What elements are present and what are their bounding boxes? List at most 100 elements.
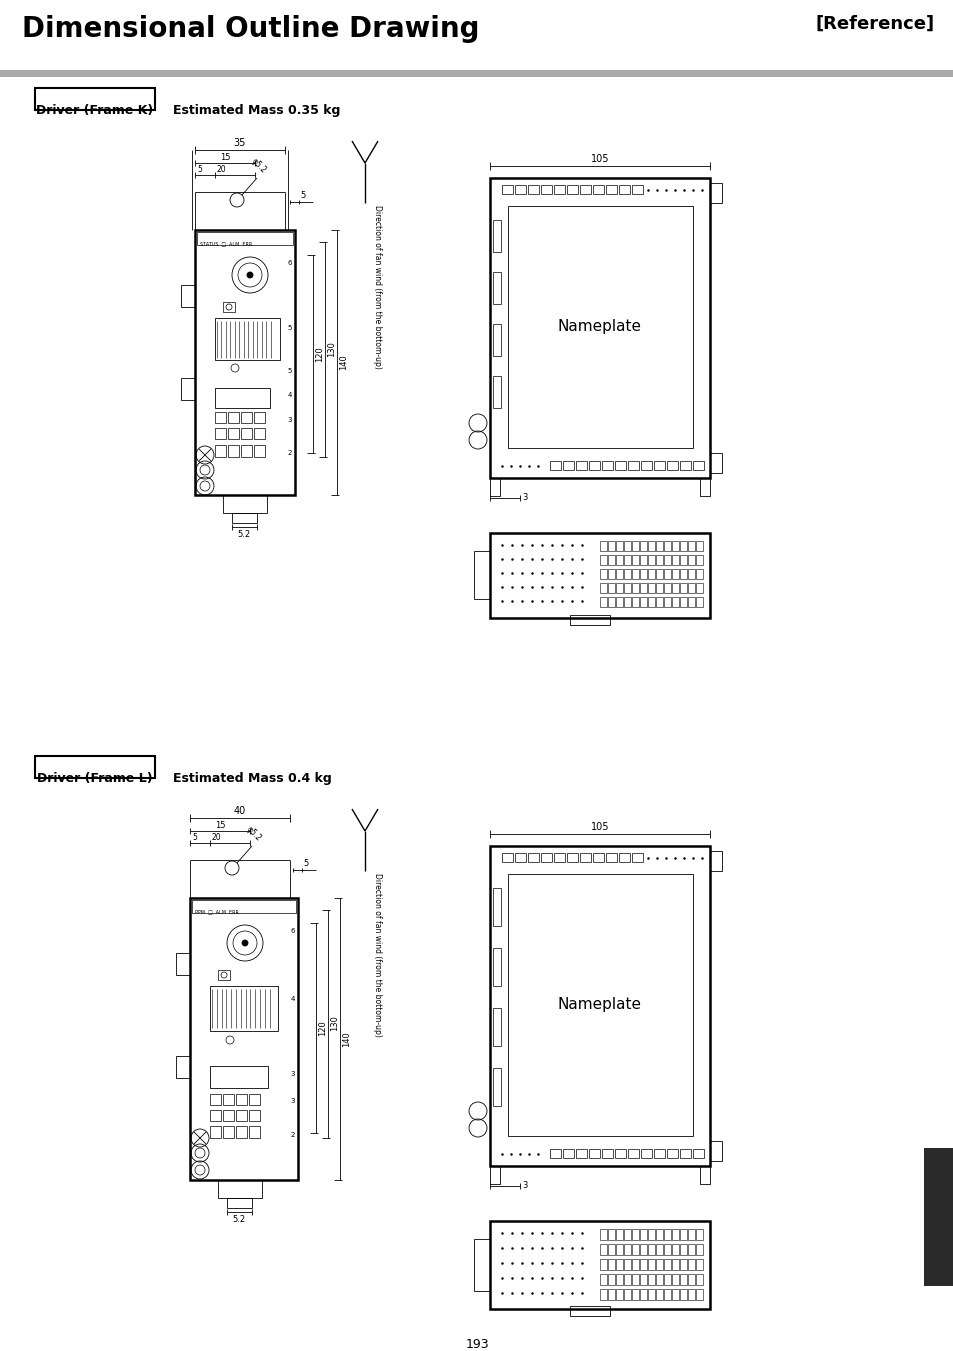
Bar [700, 478, 709, 496]
Bar [210, 1111, 221, 1121]
Bar [639, 555, 646, 565]
Bar [656, 540, 662, 551]
Text: Estimated Mass 0.35 kg: Estimated Mass 0.35 kg [172, 104, 340, 118]
Bar [241, 428, 252, 439]
Text: 3: 3 [521, 493, 527, 503]
Bar [214, 317, 280, 359]
Bar [579, 852, 590, 862]
Text: 20: 20 [216, 165, 227, 174]
Bar [214, 444, 226, 457]
Text: Direction of fan wind (from the bottom-up): Direction of fan wind (from the bottom-u… [373, 205, 381, 369]
Bar [599, 1289, 606, 1300]
Bar [656, 569, 662, 580]
Bar [663, 1274, 670, 1285]
Bar [627, 1148, 639, 1158]
Bar [253, 444, 265, 457]
Bar [474, 1239, 490, 1292]
Bar [623, 1259, 630, 1270]
Bar [607, 540, 615, 551]
Bar [631, 1259, 639, 1270]
Bar [588, 1148, 599, 1158]
Text: Driver (Frame L): Driver (Frame L) [37, 771, 152, 785]
Bar [515, 852, 525, 862]
Text: 5: 5 [287, 367, 292, 374]
Bar [623, 584, 630, 593]
Text: 5.2: 5.2 [233, 1215, 245, 1224]
Bar [227, 1198, 252, 1208]
Bar [663, 1244, 670, 1255]
Bar [490, 1166, 499, 1183]
Bar [507, 205, 692, 449]
Bar [623, 1289, 630, 1300]
Bar [696, 1289, 702, 1300]
Bar [615, 1148, 625, 1158]
Bar [623, 569, 630, 580]
Bar [569, 615, 609, 626]
Bar [515, 185, 525, 195]
Text: 193: 193 [465, 1337, 488, 1351]
Bar [601, 1148, 613, 1158]
Bar [615, 461, 625, 470]
Bar [671, 569, 679, 580]
Bar [687, 569, 695, 580]
Bar [493, 220, 500, 253]
Bar [647, 1244, 655, 1255]
Text: 140: 140 [338, 354, 348, 370]
Bar [214, 428, 226, 439]
Bar [647, 555, 655, 565]
Bar [599, 1259, 606, 1270]
Bar [639, 1289, 646, 1300]
Bar [639, 597, 646, 607]
Bar [656, 1244, 662, 1255]
Bar [631, 555, 639, 565]
Bar [616, 597, 622, 607]
Bar [249, 1125, 260, 1138]
Bar [576, 461, 586, 470]
Bar [631, 185, 642, 195]
Bar [493, 1069, 500, 1106]
Bar [527, 852, 538, 862]
Bar [663, 1259, 670, 1270]
Bar [627, 461, 639, 470]
Bar [709, 851, 721, 871]
Bar [679, 1244, 686, 1255]
Text: 3: 3 [291, 1071, 294, 1077]
Text: 5: 5 [192, 834, 196, 842]
Text: 130: 130 [327, 340, 335, 357]
Text: Driver (Frame K): Driver (Frame K) [36, 104, 153, 118]
Bar [593, 185, 603, 195]
Bar [696, 584, 702, 593]
Bar [194, 230, 294, 494]
Bar [687, 1274, 695, 1285]
Bar [562, 461, 574, 470]
Bar [709, 453, 721, 473]
Text: 5: 5 [287, 326, 292, 331]
Text: 120: 120 [314, 346, 324, 362]
Bar [671, 1289, 679, 1300]
Bar [507, 874, 692, 1136]
Text: 4: 4 [291, 996, 294, 1002]
Text: 2: 2 [291, 1132, 294, 1138]
Text: 2: 2 [287, 450, 292, 457]
Bar [631, 597, 639, 607]
Bar [493, 1008, 500, 1046]
Bar [223, 303, 234, 312]
Text: 105: 105 [590, 154, 609, 163]
Bar [647, 540, 655, 551]
Bar [181, 285, 194, 307]
Bar [35, 757, 154, 778]
Bar [647, 1289, 655, 1300]
Bar [692, 461, 703, 470]
Bar [663, 569, 670, 580]
Bar [623, 540, 630, 551]
Bar [679, 555, 686, 565]
Bar [687, 1259, 695, 1270]
Bar [656, 584, 662, 593]
Bar [663, 1289, 670, 1300]
Text: Nameplate: Nameplate [558, 319, 641, 335]
Bar [599, 1274, 606, 1285]
Bar [616, 569, 622, 580]
Bar [709, 1142, 721, 1161]
Bar [579, 185, 590, 195]
Bar [663, 584, 670, 593]
